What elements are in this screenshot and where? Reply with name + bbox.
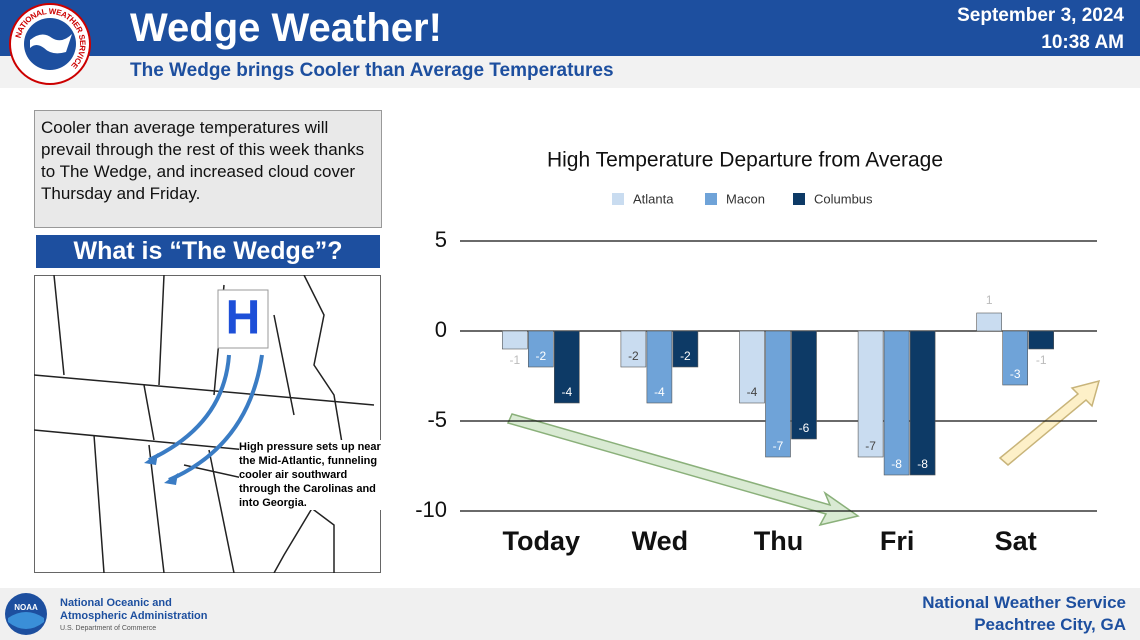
- noaa-logo: NOAA: [5, 593, 47, 635]
- date: September 3, 2024: [957, 5, 1124, 26]
- wedge-heading: What is “The Wedge”?: [36, 235, 380, 268]
- value-label: -2: [628, 349, 639, 363]
- bar: [857, 330, 884, 458]
- legend-swatch: [612, 193, 624, 205]
- value-label: -4: [561, 385, 572, 399]
- bar: [1028, 330, 1054, 350]
- subtitle: The Wedge brings Cooler than Average Tem…: [130, 60, 614, 81]
- value-label: -1: [1036, 353, 1047, 367]
- value-label: -8: [917, 457, 928, 471]
- high-marker: H: [226, 292, 261, 345]
- value-label: -2: [680, 349, 691, 363]
- value-label: -2: [535, 349, 546, 363]
- chart-title: High Temperature Departure from Average: [547, 149, 943, 172]
- legend-label: Columbus: [814, 191, 873, 206]
- bar: [976, 312, 1003, 332]
- value-label: -4: [747, 385, 758, 399]
- x-tick-label: Wed: [632, 526, 689, 556]
- time: 10:38 AM: [1041, 32, 1124, 53]
- chart: High Temperature Departure from Average …: [415, 149, 1101, 556]
- y-tick-label: -5: [427, 407, 447, 432]
- title: Wedge Weather!: [130, 6, 442, 50]
- bar: [672, 330, 699, 368]
- noaa-logo-text: NOAA: [14, 603, 38, 612]
- bar: [646, 330, 673, 404]
- value-label: -7: [773, 439, 784, 453]
- trend-arrow-down: [506, 413, 860, 527]
- value-label: -7: [865, 439, 876, 453]
- nws-logo: NATIONAL WEATHER SERVICE: [9, 3, 91, 85]
- bar: [501, 330, 528, 350]
- bar: [765, 330, 791, 458]
- value-label: -1: [509, 353, 520, 367]
- bar: [791, 330, 817, 440]
- y-tick-label: 5: [435, 227, 447, 252]
- legend-label: Macon: [726, 191, 765, 206]
- legend-swatch: [793, 193, 805, 205]
- header-bar: [0, 0, 1140, 56]
- y-tick-label: -10: [415, 497, 447, 522]
- footer-band: [0, 588, 1140, 640]
- agency-line2: Atmospheric Administration: [60, 610, 208, 622]
- bar: [909, 330, 936, 476]
- bar: [620, 330, 647, 368]
- bar: [553, 330, 580, 404]
- department: U.S. Department of Commerce: [60, 625, 157, 632]
- y-tick-label: 0: [435, 317, 447, 342]
- x-tick-label: Fri: [880, 526, 915, 556]
- office-line2: Peachtree City, GA: [974, 615, 1126, 634]
- bar: [883, 330, 910, 476]
- value-label: -4: [654, 385, 665, 399]
- value-label: -3: [1010, 367, 1021, 381]
- x-tick-label: Today: [503, 526, 581, 556]
- x-tick-label: Thu: [754, 526, 803, 556]
- office-line1: National Weather Service: [922, 593, 1126, 612]
- bar: [1002, 330, 1029, 386]
- legend-swatch: [705, 193, 717, 205]
- value-label: -6: [799, 421, 810, 435]
- wedge-map: H High pressure sets up near the Mid-Atl…: [34, 275, 381, 573]
- trend-arrow-up: [998, 379, 1101, 466]
- summary: Cooler than average temperatures will pr…: [34, 110, 382, 228]
- legend-label: Atlanta: [633, 191, 674, 206]
- bar: [739, 330, 765, 404]
- subtitle-band: [0, 56, 1140, 88]
- value-label: 1: [986, 293, 993, 307]
- bar: [527, 330, 554, 368]
- wedge-caption: High pressure sets up near the Mid-Atlan…: [239, 440, 381, 510]
- x-tick-label: Sat: [995, 526, 1037, 556]
- agency-line1: National Oceanic and: [60, 597, 172, 609]
- value-label: -8: [891, 457, 902, 471]
